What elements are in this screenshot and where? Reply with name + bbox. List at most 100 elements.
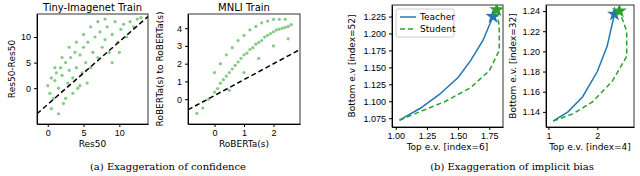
scatter-point xyxy=(55,71,58,74)
tick: 2 xyxy=(177,59,188,69)
tick-label: 2 xyxy=(177,59,182,69)
tick-mark xyxy=(543,72,546,73)
scatter-point xyxy=(68,69,71,72)
x-axis: 0510 xyxy=(38,124,149,138)
scatter-point xyxy=(71,92,74,95)
x-axis-title: RoBERTa(s) xyxy=(219,139,269,149)
scatter-point xyxy=(242,71,245,74)
marks xyxy=(37,16,148,115)
scatter-point xyxy=(53,79,56,82)
scatter-point xyxy=(98,30,101,33)
tick-mark xyxy=(185,99,188,100)
axis-line xyxy=(37,15,38,125)
scatter-point xyxy=(57,112,60,115)
scatter-point xyxy=(111,61,114,64)
y-axis-title: RoBERTa(s) to RoBERTa(s) xyxy=(155,12,165,127)
tick-label: 0 xyxy=(46,128,51,138)
scatter-point xyxy=(284,18,287,21)
scatter-point xyxy=(59,66,62,69)
scatter-point xyxy=(46,84,49,87)
scatter-point xyxy=(93,35,96,38)
scatter-point xyxy=(237,60,240,63)
tick: 1.20 xyxy=(522,47,546,57)
scatter-point xyxy=(82,33,85,36)
scatter-point xyxy=(78,53,81,56)
scatter-point xyxy=(248,48,251,51)
tick: 10 xyxy=(21,32,37,42)
scatter-point xyxy=(64,61,67,64)
scatter-point xyxy=(75,41,78,44)
tick-label: 1.075 xyxy=(363,114,386,124)
scatter-point xyxy=(50,76,53,79)
y-axis: 0510 xyxy=(21,15,38,125)
tick-mark xyxy=(389,50,392,51)
tick: 1.24 xyxy=(522,6,546,16)
scatter-point xyxy=(231,46,234,49)
scatter-point xyxy=(272,30,275,33)
tick: 1.00 xyxy=(387,127,405,141)
tick-label: 1.22 xyxy=(522,27,540,37)
tick: 1.200 xyxy=(363,29,392,39)
scatter-point xyxy=(119,28,122,31)
chart: 01201234MNLI TrainRoBERTa(s)RoBERTa(s) t… xyxy=(155,2,300,149)
plot-frame xyxy=(392,5,503,127)
tick: 2 xyxy=(271,124,276,138)
tick: 1.100 xyxy=(363,97,392,107)
axis-line xyxy=(188,15,189,125)
scatter-point xyxy=(260,21,263,24)
tick-mark xyxy=(389,17,392,18)
tick-label: 1 xyxy=(546,131,551,141)
tick: 1.225 xyxy=(363,12,392,22)
tick: 1.22 xyxy=(522,27,546,37)
tick-mark xyxy=(489,127,490,130)
scatter-point xyxy=(62,102,65,105)
scatter-point xyxy=(53,66,56,69)
legend-swatch xyxy=(400,16,416,18)
x-axis-title: Top e.v. [index=4] xyxy=(548,142,631,152)
scatter-point xyxy=(60,74,63,77)
y-axis-title: Res50-Res50 xyxy=(7,40,17,99)
scatter-point xyxy=(284,26,287,29)
y-axis: 1.0751.1001.1251.1501.1751.2001.225 xyxy=(363,6,392,128)
scatter-point xyxy=(275,28,278,31)
tick-label: 1.200 xyxy=(363,29,386,39)
tick: 5 xyxy=(82,124,87,138)
axis-line xyxy=(393,127,504,128)
scatter-point xyxy=(60,56,63,59)
scatter-point xyxy=(245,51,248,54)
tick: 1.75 xyxy=(481,127,499,141)
x-axis: 012 xyxy=(189,124,301,138)
scatter-point xyxy=(66,81,69,84)
tick-label: 2 xyxy=(595,131,600,141)
tick-mark xyxy=(389,67,392,68)
tick-label: 1.175 xyxy=(363,46,386,56)
x-axis-title: Top e.v. [index=6] xyxy=(406,142,489,152)
scatter-point xyxy=(272,18,275,21)
scatter-point xyxy=(242,53,245,56)
tick: 1.175 xyxy=(363,46,392,56)
tick-label: 1.150 xyxy=(363,63,386,73)
y-axis-title: Bottom e.v. [index=32] xyxy=(508,13,518,118)
tick: 1.16 xyxy=(522,87,546,97)
tick-mark xyxy=(34,88,37,89)
scatter-point xyxy=(216,87,219,90)
plot-frame xyxy=(546,5,634,127)
tick-label: 1.20 xyxy=(522,47,540,57)
x-axis: 12 xyxy=(546,127,634,141)
tick-mark xyxy=(84,124,85,127)
axis-line xyxy=(547,127,635,128)
scatter-point xyxy=(219,82,222,85)
tick-mark xyxy=(543,11,546,12)
tick-label: 1.14 xyxy=(522,107,540,117)
scatter-point xyxy=(86,41,89,44)
scatter-point xyxy=(84,61,87,64)
scatter-point xyxy=(75,66,78,69)
y-axis: 1.141.161.181.201.221.24 xyxy=(522,6,546,128)
tick-mark xyxy=(548,127,549,130)
tick-label: 5 xyxy=(26,58,31,68)
scatter-point xyxy=(195,112,198,115)
scatter-point xyxy=(266,19,269,22)
scatter-point xyxy=(263,35,266,38)
tick-mark xyxy=(34,63,37,64)
tick: 1 xyxy=(546,127,551,141)
